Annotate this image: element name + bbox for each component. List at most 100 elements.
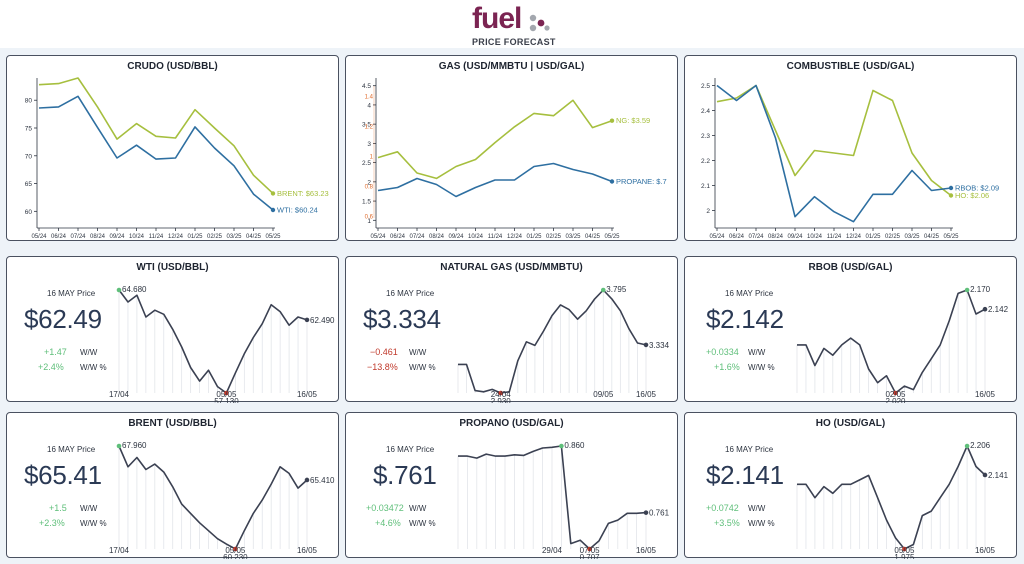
y-tick-label: 2.5: [701, 83, 710, 90]
min-point: [587, 546, 592, 552]
min-label: 60.230: [223, 553, 248, 559]
x-tick-label: 06/24: [390, 234, 406, 240]
ww-pct-label: W/W %: [748, 363, 775, 372]
series-line-brent: [38, 77, 274, 194]
x-date-label: 16/05: [975, 390, 996, 399]
last-point: [304, 317, 310, 323]
fuel-logo[interactable]: fuel PRICE FORECAST: [462, 4, 562, 48]
ww-label: W/W: [80, 504, 98, 513]
ww-change: +0.0334: [706, 347, 739, 357]
x-date-label: 05/05: [894, 546, 915, 555]
price-value: $3.334: [363, 304, 441, 334]
x-tick-label: 09/24: [109, 234, 125, 240]
x-tick-label: 08/24: [429, 234, 445, 240]
ww-label: W/W: [748, 504, 766, 513]
x-tick-label: 09/24: [787, 234, 803, 240]
x-tick-label: 06/24: [729, 234, 745, 240]
panel-title: PROPANO (USD/GAL): [459, 418, 564, 429]
max-point: [964, 287, 970, 293]
x-tick-label: 04/25: [585, 234, 601, 240]
logo-wordmark: fuel: [472, 2, 522, 35]
x-date-label: 16/05: [297, 390, 318, 399]
x-tick-label: 05/24: [31, 234, 47, 240]
panel-propano: PROPANO (USD/GAL) 16 MAY Price $.761 +0.…: [345, 412, 678, 559]
panel-crudo: CRUDO (USD/BBL) 60 65 70 75 80 05/24 06/24 07/2…: [6, 55, 339, 241]
x-date-label: 16/05: [636, 546, 657, 555]
x-tick-label: 05/25: [265, 234, 281, 240]
chart-crudo: 60 65 70 75 80 05/24 06/24 07/24 08/24 09/24 10/24…: [25, 77, 329, 240]
panel-title: BRENT (USD/BBL): [128, 418, 217, 429]
last-label: 0.761: [649, 509, 670, 518]
ww-pct-change: −13.8%: [367, 362, 398, 372]
x-tick-label: 09/24: [448, 234, 464, 240]
price-value: $.761: [373, 460, 437, 490]
ww-change: −0.461: [370, 347, 398, 357]
panel-rbob: RBOB (USD/GAL) 16 MAY Price $2.142 +0.03…: [684, 256, 1017, 403]
min-label: 0.707: [580, 553, 601, 559]
ww-pct-change: +3.5%: [714, 518, 740, 528]
series-end-point: [948, 185, 954, 191]
ww-pct-label: W/W %: [409, 519, 436, 528]
panel-combustible: COMBUSTIBLE (USD/GAL) 2 2.1 2.2 2.3 2.4 2.5 05…: [684, 55, 1017, 241]
price-line: [118, 289, 308, 394]
max-point: [116, 443, 122, 449]
ww-label: W/W: [409, 504, 427, 513]
x-tick-label: 11/24: [827, 234, 842, 240]
x-date-label: 07/05: [580, 546, 601, 555]
series-end-point: [270, 191, 276, 196]
x-date-label: 02/05: [885, 390, 906, 399]
y-tick-label: 2.4: [701, 108, 710, 115]
ww-label: W/W: [748, 348, 766, 357]
y-tick-label: 4.5: [362, 83, 371, 90]
series-line-propane: [377, 162, 613, 198]
panel-natural-gas: NATURAL GAS (USD/MMBTU) 16 MAY Price $3.…: [345, 256, 678, 403]
y-tick-label: 1: [367, 218, 371, 225]
ww-pct-label: W/W %: [80, 363, 107, 372]
x-tick-label: 07/24: [409, 234, 425, 240]
price-line: [797, 445, 986, 550]
y-tick-label: 2.1: [701, 183, 710, 190]
ww-change: +0.03472: [366, 503, 404, 513]
x-tick-label: 05/24: [370, 234, 386, 240]
last-label: 62.490: [310, 316, 335, 325]
y-tick-label: 2.2: [701, 158, 710, 165]
max-label: 3.795: [606, 285, 627, 294]
max-label: 2.170: [970, 285, 991, 294]
series-end-point: [948, 193, 954, 198]
x-date-label: 09/05: [593, 390, 614, 399]
panel-ho: HO (USD/GAL) 16 MAY Price $2.141 +0.0742…: [684, 412, 1017, 559]
last-point: [643, 510, 649, 515]
series-end-label: PROPANE: $.7: [616, 177, 667, 186]
max-point: [600, 287, 606, 293]
y-tick-label: 3: [367, 141, 371, 148]
y2-tick-label: 1.2: [365, 125, 374, 131]
y-tick-label: 70: [25, 153, 33, 160]
price-date: 16 MAY Price: [386, 289, 435, 298]
x-tick-label: 05/25: [604, 234, 620, 240]
y-tick-label: 2: [706, 208, 710, 215]
x-tick-label: 08/24: [768, 234, 784, 240]
last-label: 3.334: [649, 341, 670, 350]
logo-subtitle: PRICE FORECAST: [472, 37, 556, 47]
x-tick-label: 05/24: [709, 234, 725, 240]
x-tick-label: 12/24: [846, 234, 862, 240]
price-date: 16 MAY Price: [725, 289, 774, 298]
min-point: [224, 390, 229, 396]
price-date: 16 MAY Price: [47, 289, 96, 298]
series-end-point: [609, 179, 615, 184]
x-tick-label: 01/25: [865, 234, 881, 240]
x-date-label: 16/05: [636, 390, 657, 399]
series-line-ho: [716, 84, 952, 197]
last-point: [304, 477, 310, 483]
x-tick-label: 12/24: [507, 234, 523, 240]
x-tick-label: 06/24: [51, 234, 67, 240]
ww-label: W/W: [80, 348, 98, 357]
min-label: 2.020: [885, 397, 906, 403]
x-tick-label: 04/25: [924, 234, 940, 240]
ww-change: +1.47: [44, 347, 67, 357]
max-point: [964, 443, 970, 449]
price-date: 16 MAY Price: [725, 445, 774, 454]
y2-tick-label: 0.8: [365, 185, 374, 191]
x-tick-label: 03/25: [904, 234, 920, 240]
y-tick-label: 4: [367, 102, 371, 109]
